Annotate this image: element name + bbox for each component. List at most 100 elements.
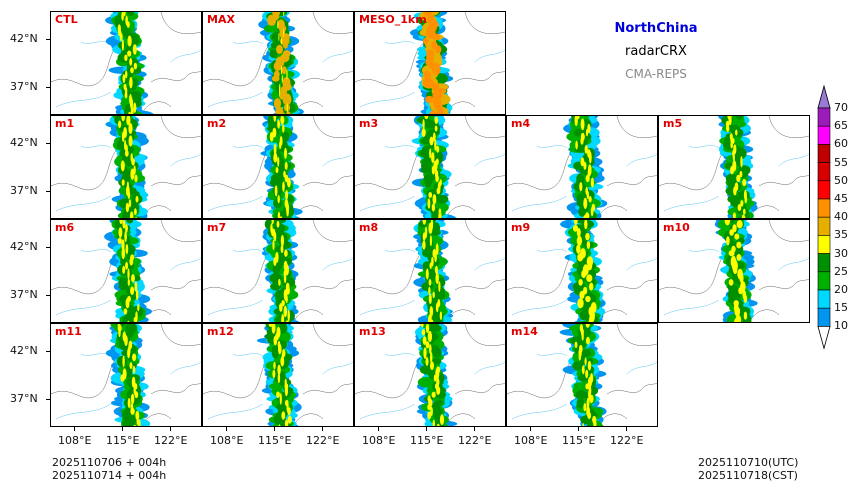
colorbar-segment [817,180,831,200]
radar-echo [585,369,589,379]
panel-label: m3 [359,117,379,130]
radar-echo [119,32,123,42]
radar-echo [433,374,437,382]
radar-echo [124,150,129,157]
latitude-tick [46,39,50,40]
radar-echo [281,300,285,307]
panel-label: m1 [55,117,75,130]
radar-echo [576,397,584,409]
radar-echo [586,190,589,200]
radar-echo [274,185,278,197]
colorbar-segment [817,144,831,163]
radar-echo [425,324,430,334]
radar-echo [123,308,128,315]
radar-echo [273,257,277,267]
radar-echo [127,50,132,57]
radar-echo [282,93,292,106]
radar-echo [121,116,126,122]
radar-echo [283,28,285,38]
radar-echo [271,220,274,225]
radar-map [355,12,505,114]
radar-echo [280,245,284,254]
radar-echo [121,12,124,21]
radar-map [203,116,353,218]
radar-echo [734,233,740,240]
radar-echo [434,265,438,274]
radar-echo [423,347,427,359]
radar-echo [130,286,135,295]
panel-m12: m12 [202,323,354,427]
radar-echo [278,32,280,42]
radar-echo [584,220,588,230]
radar-echo [271,75,280,82]
radar-map [355,324,505,426]
radar-echo [133,316,138,322]
panel-label: m4 [511,117,531,130]
panel-label: MESO_1km [359,13,427,26]
radar-echo [436,145,440,153]
radar-echo [276,391,280,398]
radar-echo [125,224,128,233]
radar-echo [578,354,581,361]
radar-echo [439,311,443,320]
radar-echo [129,257,134,266]
panel-label: m2 [207,117,227,130]
radar-echo [428,192,433,198]
colorbar-segment [817,107,831,127]
radar-echo [580,137,584,145]
radar-echo [427,404,432,411]
radar-echo [286,102,288,113]
radar-echo [121,39,124,51]
radar-echo [436,423,440,426]
radar-echo [439,414,445,426]
radar-echo [588,151,592,164]
longitude-tick-label: 115°E [258,434,292,447]
radar-echo [277,156,280,167]
colorbar-graphic [817,84,831,350]
radar-map [507,324,657,426]
radar-echo [429,344,432,354]
radar-echo [272,265,280,275]
radar-echo [127,320,130,322]
radar-map [203,220,353,322]
colorbar-level-label: 20 [834,283,848,296]
radar-echo [277,211,281,218]
radar-echo [137,303,140,312]
radar-echo [273,143,277,155]
panel-label: m11 [55,325,82,338]
radar-echo [583,215,587,218]
radar-echo [122,74,126,84]
radar-echo [287,407,291,416]
radar-echo [586,397,590,409]
radar-echo [736,241,742,249]
radar-echo [736,174,741,182]
panel-label: m12 [207,325,234,338]
radar-echo [272,239,275,251]
radar-echo [728,250,735,257]
radar-echo [279,303,283,312]
radar-echo [435,272,439,285]
radar-echo [122,220,126,229]
radar-echo [432,319,444,322]
radar-echo [118,120,122,129]
radar-echo [576,228,581,237]
panel-m14: m14 [506,323,658,427]
radar-echo [728,116,732,126]
radar-echo [420,166,433,174]
radar-echo [286,69,288,80]
radar-echo [125,243,129,255]
panel-m2: m2 [202,115,354,219]
radar-echo [726,125,730,132]
radar-echo [422,119,425,130]
radar-echo [279,393,282,405]
panel-m4: m4 [506,115,658,219]
longitude-tick [474,427,475,431]
radar-echo [732,212,736,218]
radar-echo [277,195,280,204]
radar-echo [435,174,439,183]
radar-echo [587,123,591,134]
radar-echo [588,196,592,203]
panel-m11: m11 [50,323,202,427]
radar-echo [575,390,588,400]
latitude-tick [46,295,50,296]
